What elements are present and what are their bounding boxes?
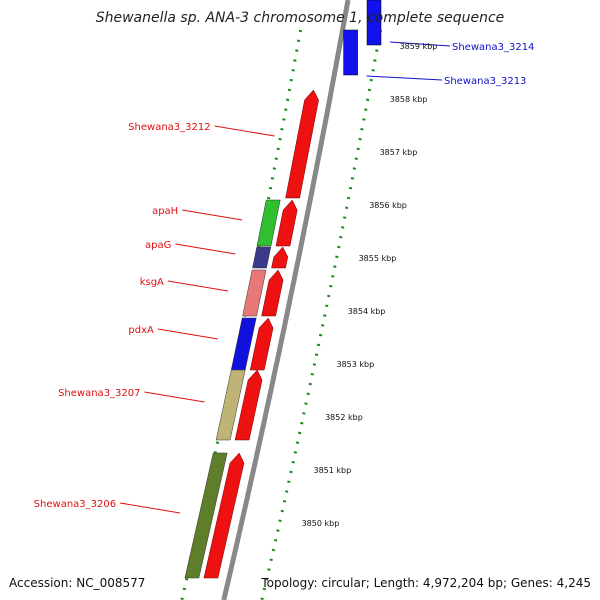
ruler-tick-3850-kbp: 3850 kbp — [302, 519, 340, 528]
gene-leader-apaG — [175, 243, 236, 255]
ruler-tick-3851-kbp: 3851 kbp — [314, 466, 352, 475]
gene-label-apaH: apaH — [152, 206, 178, 217]
ruler-tick-3856-kbp: 3856 kbp — [369, 201, 407, 210]
gene-blocks — [184, 0, 382, 579]
gene-category-ksgA — [242, 269, 267, 317]
ruler-tick-3858-kbp: 3858 kbp — [390, 95, 428, 104]
gene-arrow-Shewana3_3212 — [285, 89, 319, 199]
gene-leader-Shewana3_3213 — [366, 75, 443, 81]
gene-category-Shewana3_3207 — [215, 369, 246, 441]
gene-leader-apaH — [182, 209, 243, 221]
gene-leader-Shewana3_3214 — [389, 41, 451, 47]
gene-arrow-Shewana3_3207 — [234, 369, 263, 441]
gene-label-Shewana3_3206: Shewana3_3206 — [34, 499, 116, 510]
gene-label-Shewana3_3212: Shewana3_3212 — [128, 122, 210, 133]
gene-arrow-pdxA — [249, 317, 274, 371]
gene-labels: Shewana3_3214 Shewana3_3213 Shewana3_3212a… — [34, 41, 534, 514]
gene-leader-Shewana3_3206 — [120, 502, 181, 514]
gene-category-Shewana3_3206 — [184, 452, 228, 579]
gene-arrow-Shewana3_3214 — [366, 0, 382, 46]
ruler-tick-3857-kbp: 3857 kbp — [380, 148, 418, 157]
gene-leader-Shewana3_3212 — [214, 125, 275, 137]
gene-label-Shewana3_3214: Shewana3_3214 — [452, 42, 534, 53]
gene-arrow-Shewana3_3206 — [203, 452, 245, 579]
ruler-dotted-line-outer — [260, 29, 383, 600]
gene-label-Shewana3_3207: Shewana3_3207 — [58, 388, 140, 399]
gene-category-apaH — [256, 199, 281, 247]
gene-label-Shewana3_3213: Shewana3_3213 — [444, 76, 526, 87]
gene-leader-pdxA — [157, 328, 218, 340]
accession-text: Accession: NC_008577 — [9, 576, 146, 590]
gene-leader-ksgA — [167, 280, 228, 292]
gene-label-pdxA: pdxA — [128, 325, 154, 336]
backbone-strand — [221, 0, 351, 600]
gene-leader-Shewana3_3207 — [144, 391, 205, 403]
gene-label-ksgA: ksgA — [140, 277, 164, 288]
summary-text: Topology: circular; Length: 4,972,204 bp… — [261, 576, 591, 590]
ruler-tick-3852-kbp: 3852 kbp — [325, 413, 363, 422]
gene-arrow-ksgA — [261, 269, 284, 317]
gene-category-apaG — [252, 246, 272, 269]
ruler-tick-3854-kbp: 3854 kbp — [348, 307, 386, 316]
ruler-ticks: 3859 kbp 3858 kbp 3857 kbp 3856 kbp 3855 kbp… — [302, 42, 438, 528]
ruler-tick-3853-kbp: 3853 kbp — [337, 360, 375, 369]
gene-arrow-apaG — [271, 246, 289, 269]
ruler-tick-3855-kbp: 3855 kbp — [359, 254, 397, 263]
backbone-line — [221, 0, 351, 600]
gene-arrow-Shewana3_3213 — [343, 29, 358, 76]
ruler-tick-3859-kbp: 3859 kbp — [400, 42, 438, 51]
gene-label-apaG: apaG — [145, 240, 171, 251]
map-title: Shewanella sp. ANA-3 chromosome 1, compl… — [95, 10, 505, 26]
gene-arrow-apaH — [275, 199, 298, 247]
